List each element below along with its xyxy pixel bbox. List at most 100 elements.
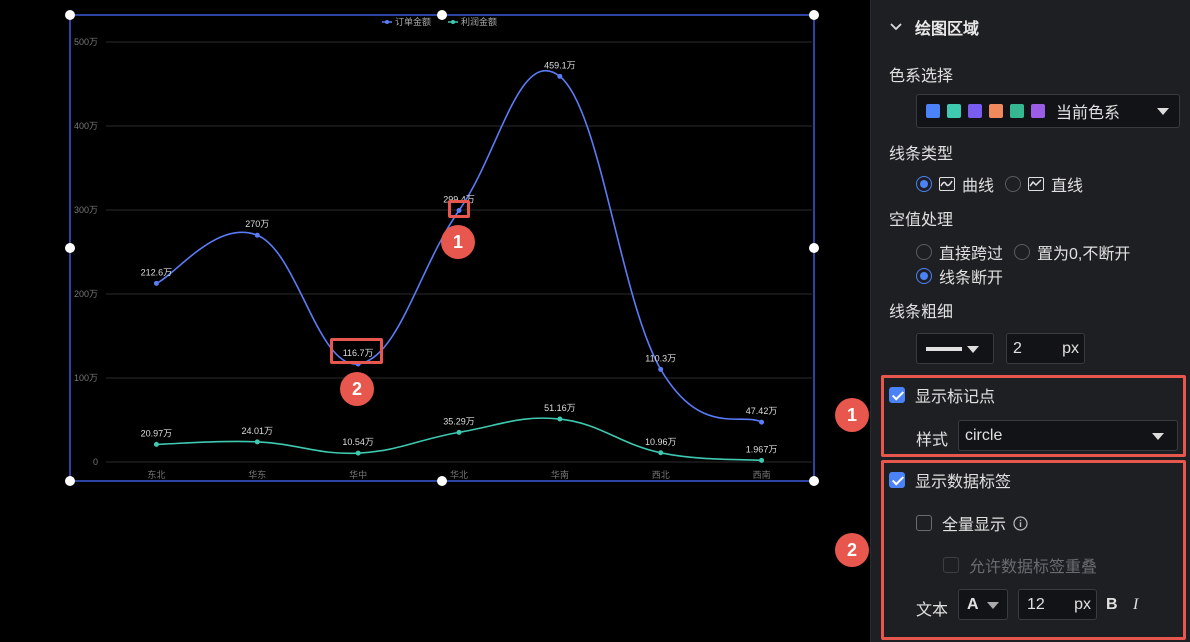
font-size-unit: px: [1074, 595, 1091, 613]
y-tick-label: 500万: [74, 37, 98, 47]
resize-handle-ml[interactable]: [65, 243, 75, 253]
data-point: [153, 441, 159, 447]
data-label: 110.3万: [645, 353, 676, 363]
resize-handle-br[interactable]: [809, 476, 819, 486]
marker-style-label: 样式: [916, 432, 949, 449]
data-label: 24.01万: [242, 426, 274, 436]
line-width-input[interactable]: 2 px: [1006, 333, 1085, 364]
info-icon[interactable]: [1013, 515, 1028, 531]
resize-handle-bl[interactable]: [65, 476, 75, 486]
data-point: [254, 439, 260, 445]
show-data-labels-label: 显示数据标签: [915, 474, 1012, 491]
null-break-label: 线条断开: [939, 270, 1004, 287]
data-label: 47.42万: [746, 406, 778, 416]
resize-handle-tc[interactable]: [437, 10, 447, 20]
x-tick-label: 华北: [450, 469, 468, 480]
y-tick-label: 100万: [74, 373, 98, 383]
chevron-down-icon: [890, 23, 902, 31]
y-tick-label: 300万: [74, 205, 98, 215]
line-width-value: 2: [1013, 339, 1022, 357]
radio-null-zero[interactable]: [1014, 244, 1031, 260]
checkbox-show-all[interactable]: [916, 515, 932, 531]
data-point: [355, 361, 361, 367]
settings-panel: 绘图区域 色系选择 当前色系 线条类型 曲线 直线 空值处理 直接跨过 置为0,…: [870, 0, 1190, 642]
section-plot-area[interactable]: 绘图区域: [889, 14, 979, 40]
legend-label: 利润金额: [461, 16, 497, 27]
chevron-down-icon: [1157, 108, 1169, 115]
data-point: [759, 419, 765, 425]
line-width-unit: px: [1062, 339, 1079, 357]
curve-label: 曲线: [962, 178, 995, 195]
chart-canvas[interactable]: 0 100万 200万 300万 400万 500万 东北 华东 华中 华北 华南 西北 西南 订单金额 利…: [0, 0, 870, 642]
data-label: 35.29万: [443, 416, 475, 426]
checkbox-show-data-labels[interactable]: [889, 472, 905, 488]
allow-overlap-label: 允许数据标签重叠: [969, 559, 1098, 576]
series-line: [156, 69, 762, 423]
show-all-label: 全量显示: [942, 517, 1007, 534]
radio-null-break[interactable]: [916, 268, 932, 284]
font-color-select[interactable]: A: [958, 589, 1008, 620]
legend-marker: [385, 20, 389, 24]
bold-button[interactable]: B: [1106, 596, 1118, 613]
legend-marker: [451, 20, 455, 24]
data-label: 270万: [245, 219, 269, 229]
annotation-badge-2: 2: [340, 372, 374, 406]
legend-label: 订单金额: [395, 16, 431, 27]
y-tick-label: 0: [93, 457, 98, 467]
data-point: [456, 429, 462, 435]
line-style-select[interactable]: [916, 333, 994, 364]
chevron-down-icon: [967, 346, 979, 353]
font-size-value: 12: [1027, 595, 1045, 613]
color-scheme-select[interactable]: 当前色系: [916, 94, 1180, 128]
checkbox-show-markers[interactable]: [889, 387, 905, 403]
swatch-2: [947, 104, 961, 118]
data-label: 10.54万: [342, 437, 374, 447]
chevron-down-icon: [987, 602, 999, 609]
annotation-badge-1-panel: 1: [835, 398, 869, 432]
x-tick-label: 华南: [551, 469, 569, 480]
y-tick-label: 400万: [74, 121, 98, 131]
swatch-4: [989, 104, 1003, 118]
radio-straight[interactable]: [1005, 176, 1022, 192]
straight-label: 直线: [1051, 178, 1084, 195]
data-label: 51.16万: [544, 403, 576, 413]
data-label: 459.1万: [544, 60, 576, 70]
annotation-badge-1: 1: [441, 225, 475, 259]
data-label: 10.96万: [645, 437, 677, 447]
checkbox-allow-overlap[interactable]: [943, 557, 959, 573]
x-tick-label: 东北: [147, 469, 165, 480]
straight-line-icon: [1028, 177, 1045, 191]
y-tick-label: 200万: [74, 289, 98, 299]
null-handling-label: 空值处理: [889, 212, 954, 229]
color-scheme-value: 当前色系: [1056, 105, 1121, 122]
data-label: 212.6万: [141, 267, 173, 277]
annotation-badge-2-panel: 2: [835, 533, 869, 567]
null-skip-label: 直接跨过: [939, 246, 1004, 263]
line-type-label: 线条类型: [889, 146, 954, 163]
resize-handle-tr[interactable]: [809, 10, 819, 20]
x-tick-label: 西南: [753, 469, 771, 480]
marker-style-select[interactable]: circle: [958, 420, 1178, 451]
section-title: 绘图区域: [915, 21, 980, 38]
radio-null-skip[interactable]: [916, 244, 932, 260]
show-markers-label: 显示标记点: [915, 389, 996, 406]
italic-button[interactable]: I: [1133, 596, 1139, 613]
swatch-5: [1010, 104, 1024, 118]
text-label: 文本: [916, 602, 949, 619]
data-label: 299.4万: [443, 195, 475, 205]
resize-handle-tl[interactable]: [65, 10, 75, 20]
data-label: 116.7万: [343, 348, 374, 358]
data-point: [355, 450, 361, 456]
x-tick-label: 西北: [652, 470, 670, 480]
data-point: [557, 416, 563, 422]
data-label: 1.967万: [746, 444, 778, 454]
color-scheme-label: 色系选择: [889, 68, 954, 85]
radio-curve[interactable]: [916, 176, 932, 192]
data-point: [456, 208, 462, 214]
resize-handle-mr[interactable]: [809, 243, 819, 253]
font-size-input[interactable]: 12 px: [1018, 589, 1097, 620]
swatch-6: [1031, 104, 1045, 118]
data-point: [759, 457, 765, 463]
resize-handle-bc[interactable]: [437, 476, 447, 486]
